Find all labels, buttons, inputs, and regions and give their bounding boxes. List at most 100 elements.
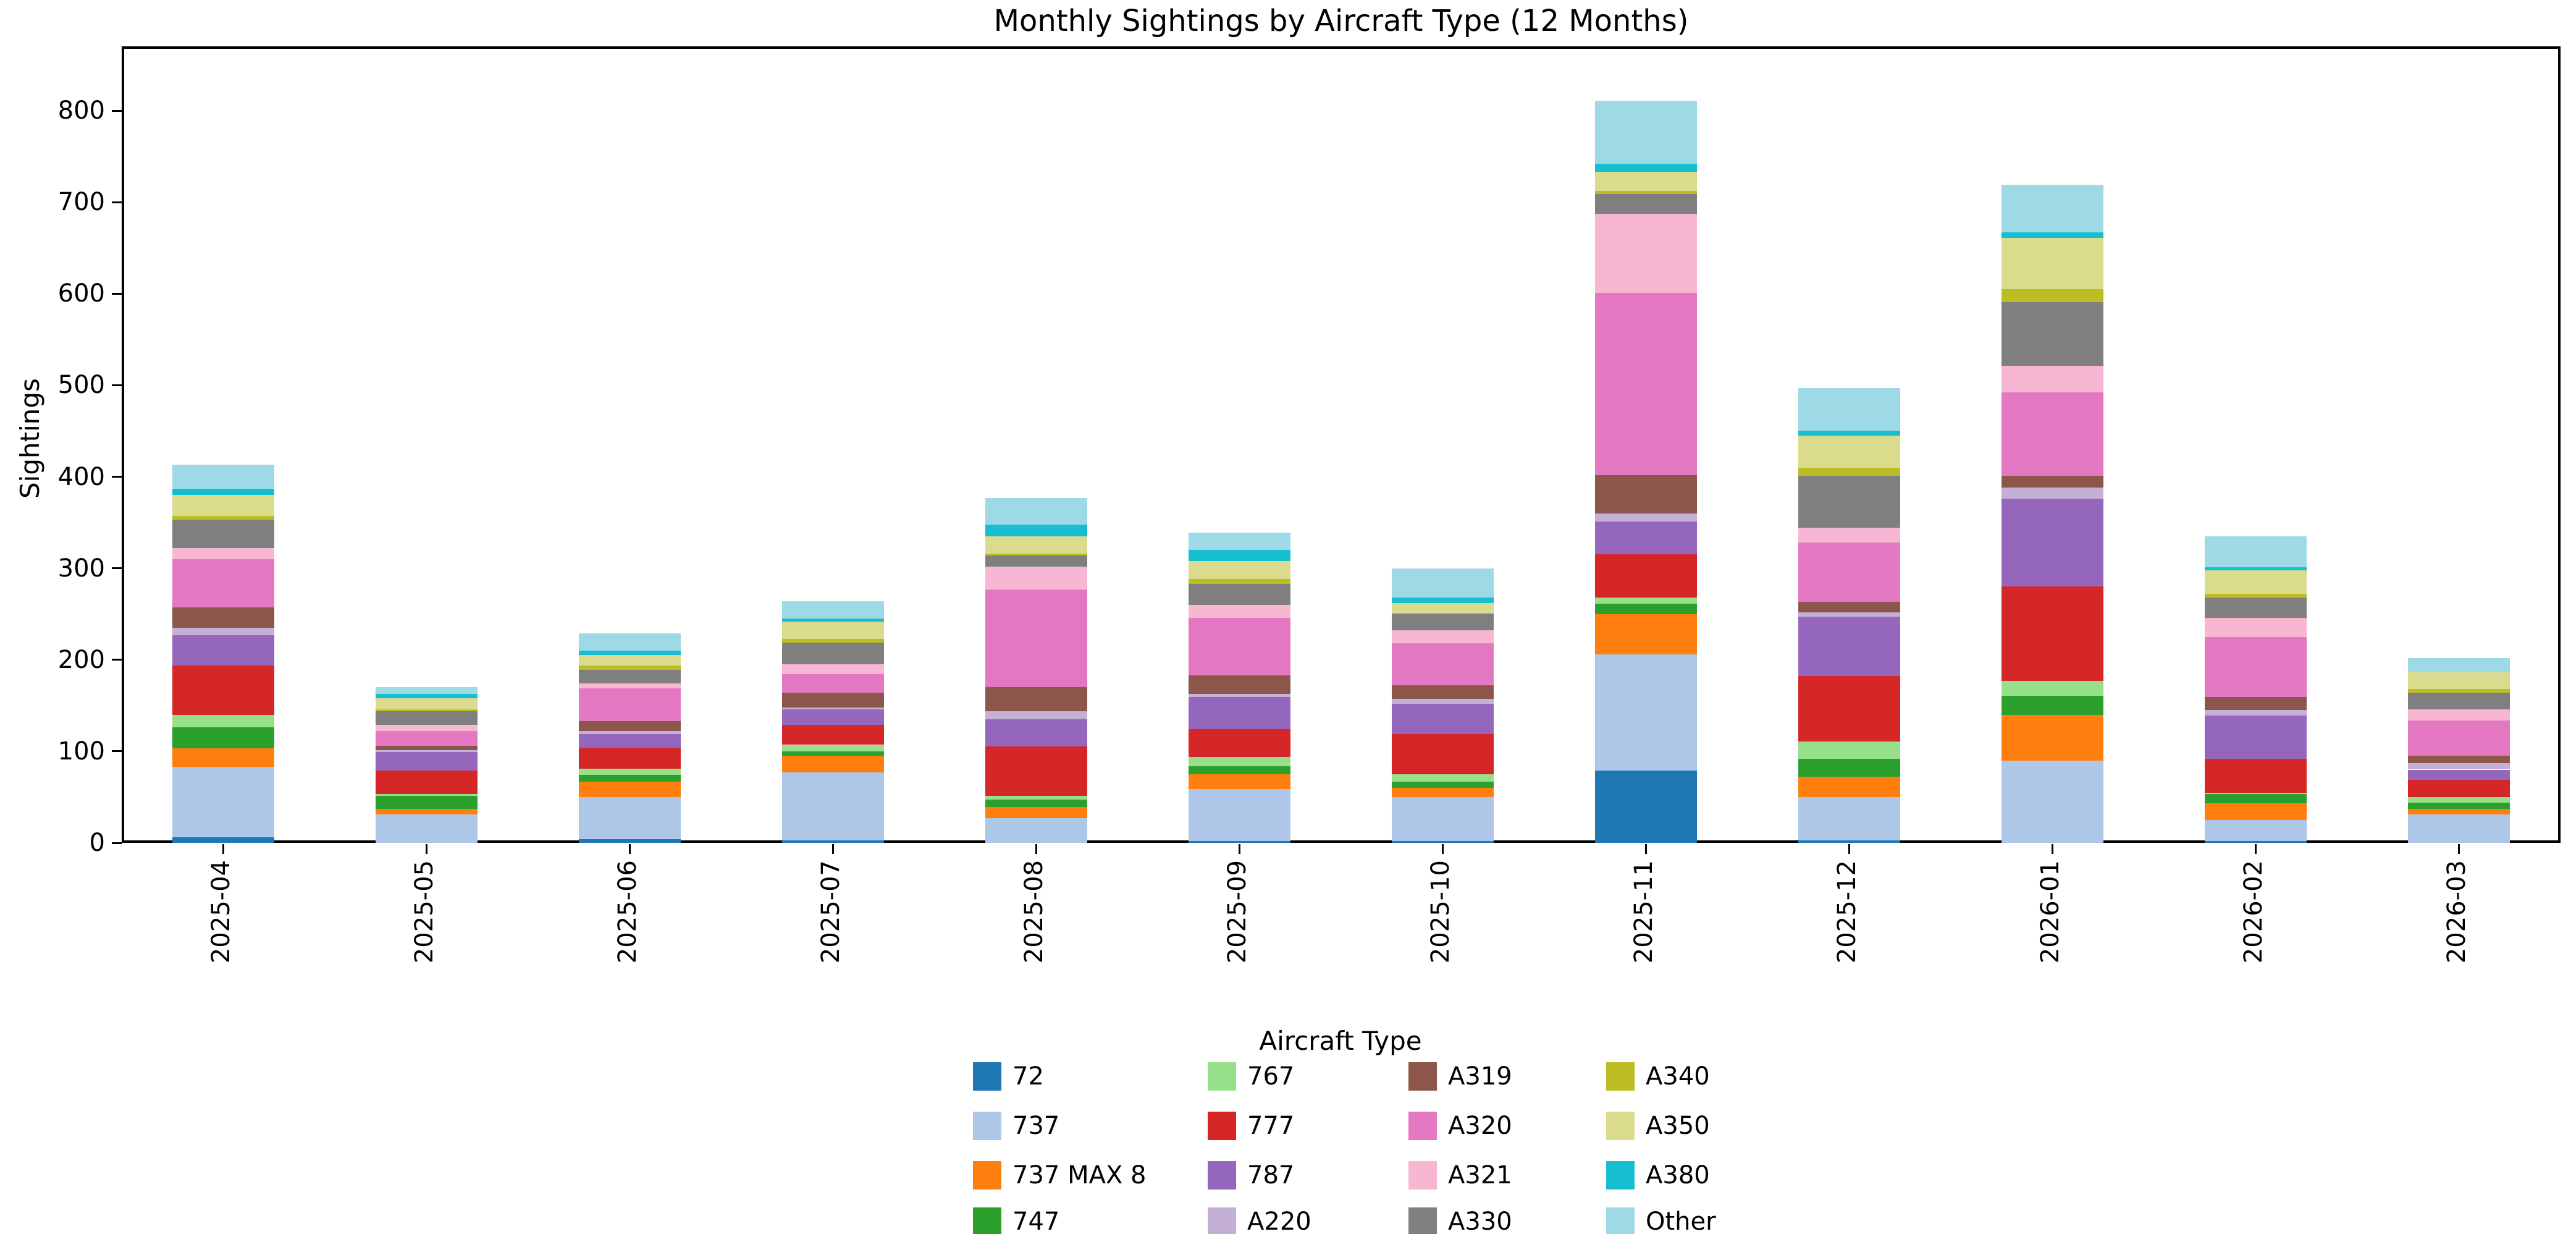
x-tick-mark — [629, 844, 631, 854]
bar-segment — [172, 627, 274, 635]
bar-segment — [2408, 814, 2510, 843]
bar-segment — [2001, 488, 2103, 499]
legend-swatch — [1606, 1161, 1635, 1190]
bar-segment — [1392, 568, 1494, 598]
x-tick-mark — [2255, 844, 2257, 854]
bar-segment — [2408, 802, 2510, 809]
legend-swatch — [1408, 1161, 1437, 1190]
bar-segment — [172, 495, 274, 517]
bar-segment — [782, 638, 884, 643]
bar-segment — [1392, 613, 1494, 614]
bar-segment — [2001, 760, 2103, 843]
bar-segment — [1392, 774, 1494, 782]
bar-segment — [2001, 184, 2103, 232]
spine-bottom — [122, 840, 2561, 843]
bar-segment — [579, 670, 681, 684]
bar-segment — [782, 601, 884, 619]
bar-segment — [2205, 803, 2307, 820]
bar-segment — [376, 752, 478, 771]
bar-segment — [1798, 602, 1900, 612]
bar-segment — [1189, 560, 1290, 580]
bar-segment — [2205, 567, 2307, 570]
legend-swatch — [973, 1207, 1001, 1234]
bar-segment — [782, 745, 884, 751]
bar-segment — [2408, 672, 2510, 690]
bar-segment — [985, 566, 1087, 590]
bar-segment — [172, 488, 274, 496]
bar-segment — [2408, 797, 2510, 803]
bar-segment — [1189, 604, 1290, 618]
x-tick-mark — [1645, 844, 1647, 854]
bar-segment — [172, 748, 274, 767]
bar-segment — [1798, 431, 1900, 436]
bar-segment — [782, 693, 884, 708]
y-tick-mark — [112, 292, 122, 295]
bar-segment — [985, 818, 1087, 843]
bar-segment — [579, 775, 681, 782]
y-tick-label: 500 — [57, 371, 105, 400]
bar-segment — [579, 797, 681, 840]
bar-segment — [1595, 100, 1697, 164]
bar-segment — [2205, 819, 2307, 842]
bar-segment — [376, 711, 478, 725]
bar-segment — [1798, 543, 1900, 602]
bar-segment — [782, 724, 884, 745]
legend-label: Other — [1646, 1207, 1716, 1234]
bar-segment — [1798, 612, 1900, 617]
bar-segment — [1595, 654, 1697, 771]
bar-segment — [172, 559, 274, 608]
bar-segment — [782, 664, 884, 675]
bar-segment — [2205, 570, 2307, 594]
legend-label: 737 — [1012, 1112, 1060, 1140]
legend-label: A320 — [1448, 1112, 1512, 1140]
bar-segment — [2001, 289, 2103, 302]
bar-segment — [1798, 617, 1900, 677]
bar-segment — [1189, 532, 1290, 550]
bar-segment — [1595, 614, 1697, 654]
y-tick-label: 100 — [57, 737, 105, 766]
bar-segment — [782, 772, 884, 840]
bar-segment — [579, 633, 681, 651]
x-tick-label: 2026-03 — [2442, 860, 2471, 964]
bar-segment — [2408, 763, 2510, 770]
y-tick-mark — [112, 109, 122, 112]
bar-segment — [2205, 792, 2307, 795]
legend-swatch — [1606, 1112, 1635, 1140]
bar-segment — [782, 707, 884, 709]
bar-segment — [172, 520, 274, 549]
x-tick-label: 2025-04 — [206, 860, 235, 964]
legend-swatch — [1208, 1062, 1236, 1091]
x-tick-label: 2025-09 — [1223, 860, 1252, 964]
chart-title: Monthly Sightings by Aircraft Type (12 M… — [993, 4, 1689, 38]
bar-segment — [782, 621, 884, 639]
bar-segment — [985, 800, 1087, 808]
spine-top — [122, 46, 2561, 49]
bar-segment — [1189, 579, 1290, 584]
y-tick-mark — [112, 842, 122, 844]
bar-segment — [985, 807, 1087, 818]
bar-segment — [2408, 657, 2510, 673]
legend-swatch — [973, 1062, 1001, 1091]
legend-label: A340 — [1646, 1062, 1710, 1091]
bar-segment — [1798, 467, 1900, 476]
y-tick-mark — [112, 201, 122, 203]
bar-segment — [579, 665, 681, 670]
bar-segment — [985, 497, 1087, 525]
bar-segment — [172, 727, 274, 749]
y-tick-label: 800 — [57, 96, 105, 125]
bar-segment — [1595, 214, 1697, 293]
x-tick-label: 2026-02 — [2239, 860, 2268, 964]
x-tick-mark — [2458, 844, 2460, 854]
y-tick-label: 0 — [89, 829, 105, 857]
bar-segment — [1595, 475, 1697, 513]
bar-segment — [172, 635, 274, 666]
bar-segment — [2205, 758, 2307, 793]
bar-segment — [782, 751, 884, 756]
bar-segment — [1798, 528, 1900, 543]
bar-segment — [2001, 680, 2103, 696]
bar-segment — [1392, 630, 1494, 644]
bar-segment — [782, 642, 884, 665]
bar-segment — [1189, 675, 1290, 694]
bar-segment — [1189, 617, 1290, 675]
legend-swatch — [1606, 1062, 1635, 1091]
